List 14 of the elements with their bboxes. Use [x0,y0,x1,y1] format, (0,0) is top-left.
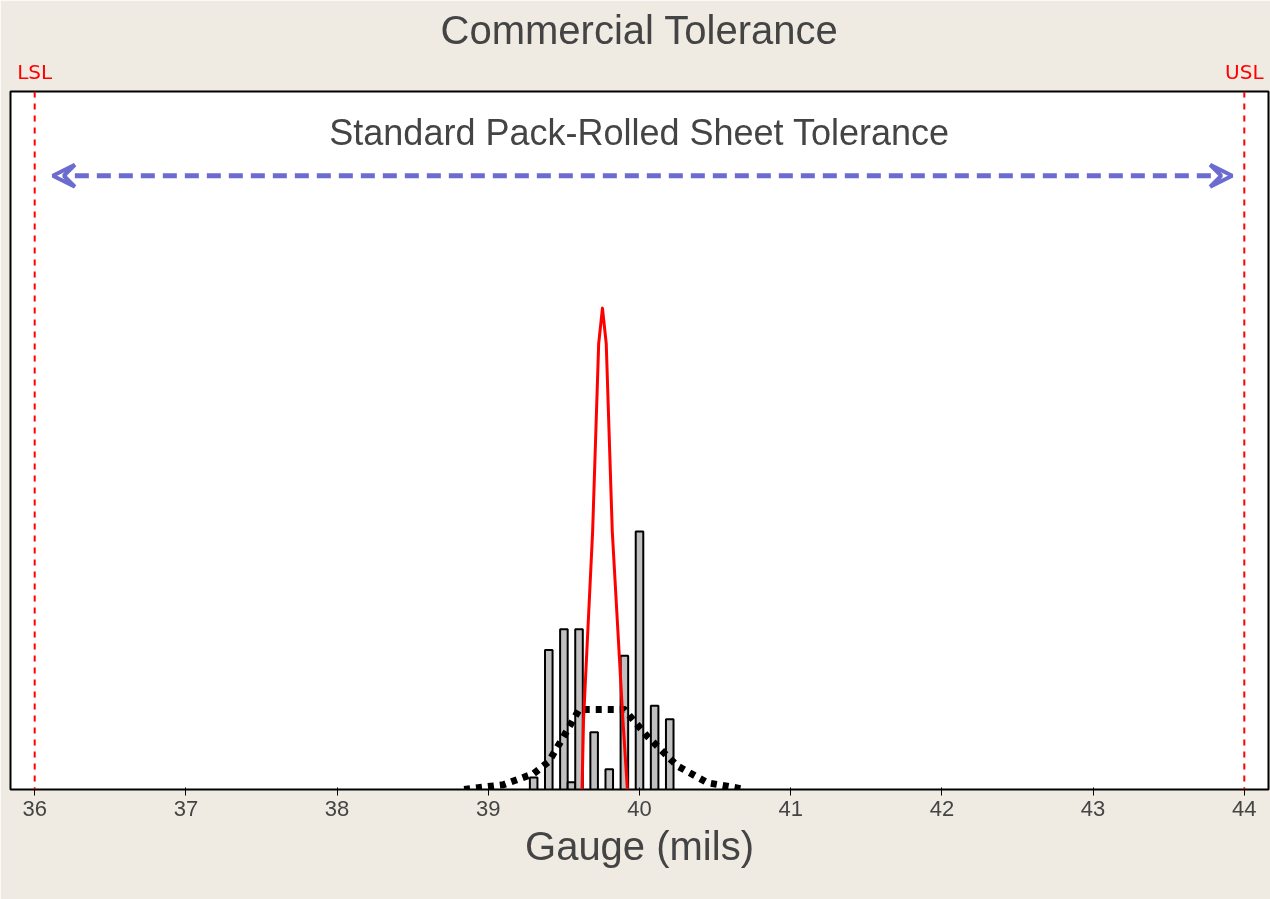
x-tick-label: 40 [627,795,652,821]
ref-line-label: USL [1225,59,1265,84]
x-tick-label: 38 [324,795,350,821]
x-axis-title: Gauge (mils) [525,823,754,868]
ref-line-label: LSL [17,59,54,84]
text: Standard Pack-Rolled Sheet Tolerance [329,112,950,154]
x-tick-label: 41 [778,795,803,821]
chart-title: Commercial Tolerance [440,7,838,52]
x-tick-label: 39 [476,795,501,821]
x-tick-label: 42 [929,795,955,821]
x-tick-label: 43 [1080,795,1106,821]
x-tick-label: 36 [22,795,47,821]
x-tick-label: 37 [173,795,199,821]
x-tick-label: 44 [1232,795,1257,821]
